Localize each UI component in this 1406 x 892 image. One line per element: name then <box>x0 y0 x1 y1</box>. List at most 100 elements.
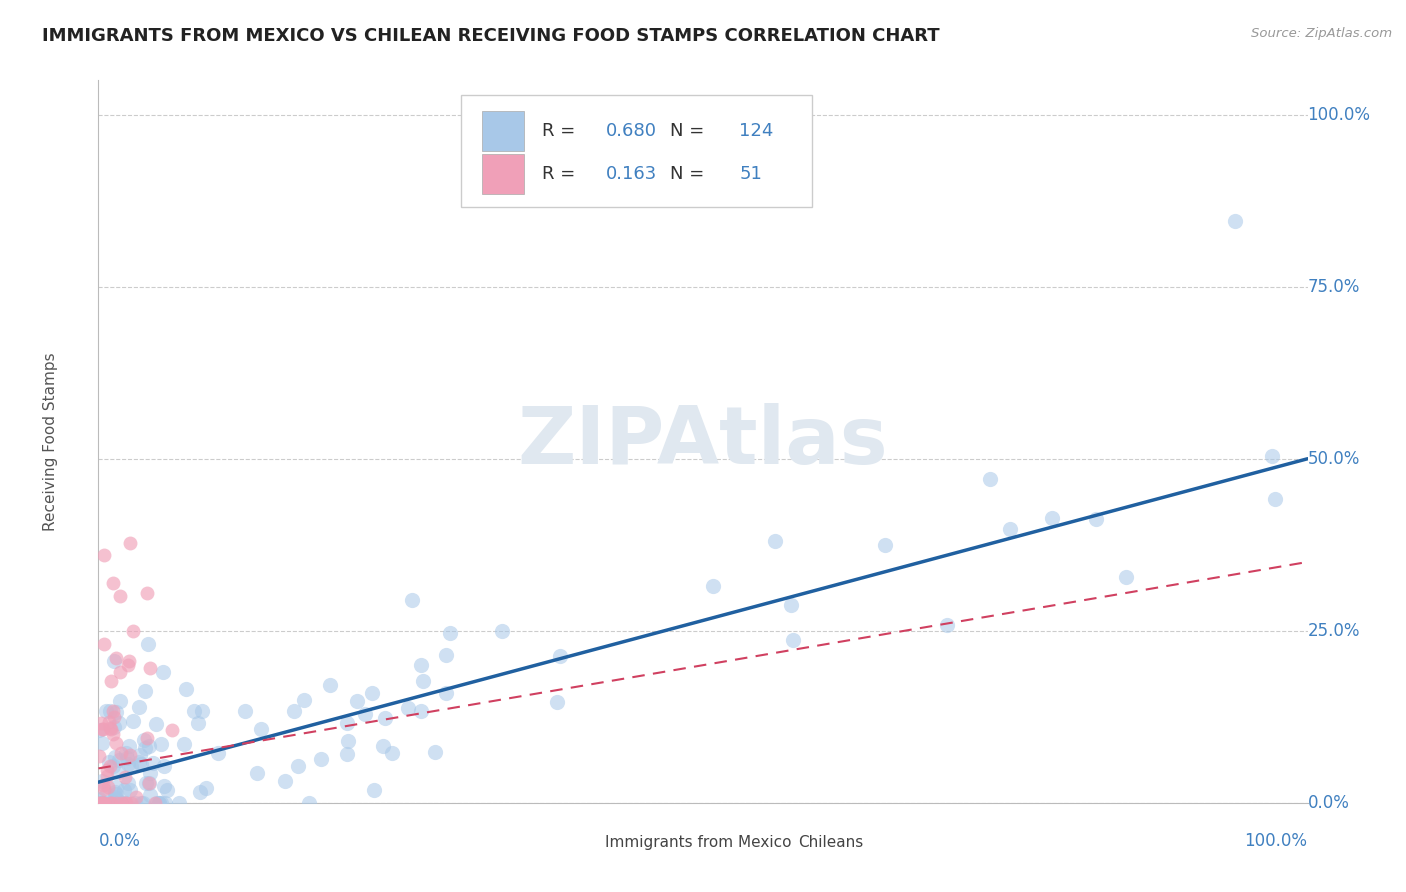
Text: 25.0%: 25.0% <box>1308 622 1360 640</box>
Text: N =: N = <box>671 165 704 183</box>
Point <box>90 723 112 737</box>
Point <box>782 632 804 647</box>
Point <box>117 658 139 673</box>
Point <box>491 624 513 638</box>
Point <box>360 686 382 700</box>
Point <box>103 704 125 718</box>
Point <box>309 752 332 766</box>
Point <box>91 736 114 750</box>
Point <box>120 759 142 773</box>
Point <box>91 796 114 810</box>
Point <box>146 796 169 810</box>
Point <box>100 722 122 736</box>
Point <box>91 778 114 792</box>
Point <box>103 710 125 724</box>
Point <box>336 747 359 761</box>
Point <box>190 785 212 799</box>
Point <box>104 705 127 719</box>
Point <box>128 756 150 770</box>
Point <box>107 765 129 780</box>
FancyBboxPatch shape <box>461 95 811 207</box>
Point <box>401 593 423 607</box>
Point <box>763 534 786 549</box>
Point <box>108 665 131 680</box>
Point <box>337 734 360 748</box>
Point <box>90 796 112 810</box>
Point <box>87 749 110 764</box>
Point <box>93 782 115 797</box>
Point <box>122 714 145 728</box>
Text: IMMIGRANTS FROM MEXICO VS CHILEAN RECEIVING FOOD STAMPS CORRELATION CHART: IMMIGRANTS FROM MEXICO VS CHILEAN RECEIV… <box>42 27 939 45</box>
Point <box>98 714 121 729</box>
Point <box>152 665 174 679</box>
Point <box>101 793 124 807</box>
Point <box>1000 522 1022 536</box>
Point <box>121 624 143 638</box>
Point <box>104 651 127 665</box>
Point <box>93 637 115 651</box>
Point <box>135 776 157 790</box>
Point <box>353 707 375 722</box>
Point <box>91 722 114 736</box>
Point <box>105 792 128 806</box>
Point <box>110 796 132 810</box>
Text: 75.0%: 75.0% <box>1308 277 1360 296</box>
Point <box>136 637 159 651</box>
Point <box>283 704 305 718</box>
Point <box>298 796 321 810</box>
Point <box>702 579 724 593</box>
Point <box>103 655 125 669</box>
Point <box>104 750 127 764</box>
Point <box>117 775 139 789</box>
Point <box>139 789 162 803</box>
Point <box>155 796 177 810</box>
Point <box>979 472 1001 486</box>
Point <box>152 759 174 773</box>
Point <box>108 753 131 767</box>
Point <box>1084 512 1107 526</box>
FancyBboxPatch shape <box>564 831 591 855</box>
Point <box>131 796 153 810</box>
Point <box>128 748 150 763</box>
Point <box>118 747 141 762</box>
Point <box>118 654 141 668</box>
Point <box>148 796 170 810</box>
Point <box>89 792 111 806</box>
FancyBboxPatch shape <box>758 831 785 855</box>
Point <box>155 783 177 797</box>
Point <box>87 796 110 810</box>
Text: 0.163: 0.163 <box>606 165 658 183</box>
Point <box>101 796 124 810</box>
Point <box>1223 214 1246 228</box>
Point <box>90 716 112 731</box>
Point <box>93 796 115 810</box>
Point <box>875 538 897 552</box>
Point <box>120 796 142 810</box>
Text: Receiving Food Stamps: Receiving Food Stamps <box>42 352 58 531</box>
Point <box>138 775 160 789</box>
Point <box>120 783 142 797</box>
Point <box>117 756 139 771</box>
Point <box>381 746 404 760</box>
Text: Chileans: Chileans <box>799 835 863 850</box>
Point <box>187 716 209 731</box>
Point <box>103 720 125 734</box>
Point <box>191 704 214 718</box>
Point <box>145 716 167 731</box>
Point <box>108 796 131 810</box>
Point <box>183 705 205 719</box>
Point <box>103 790 125 805</box>
Point <box>1264 491 1286 506</box>
Point <box>110 747 132 761</box>
Point <box>148 796 170 810</box>
Point <box>235 704 257 718</box>
Point <box>134 740 156 755</box>
Point <box>294 693 316 707</box>
FancyBboxPatch shape <box>482 111 524 151</box>
Text: 0.0%: 0.0% <box>1308 794 1350 812</box>
Point <box>546 695 568 709</box>
Point <box>143 796 166 810</box>
Text: 0.680: 0.680 <box>606 122 657 140</box>
Point <box>98 755 121 769</box>
Point <box>118 535 141 549</box>
